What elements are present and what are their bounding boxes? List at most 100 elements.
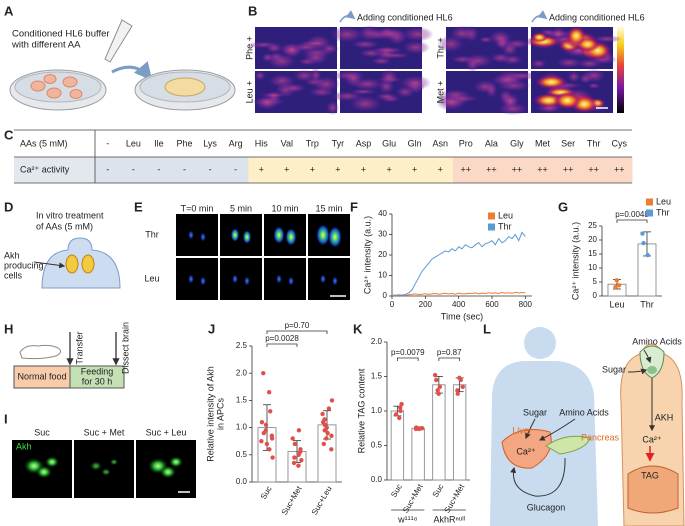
data-point [268, 409, 273, 414]
cell-signal [276, 274, 282, 284]
cell-bg [120, 157, 147, 183]
data-point [261, 371, 266, 376]
header-cell: Val [281, 138, 293, 148]
cell: Ca²⁺ activity [20, 164, 70, 174]
data-point [321, 441, 327, 447]
akh-signal [90, 461, 102, 471]
y-tick-label: 10 [378, 271, 387, 280]
y-tick-label: 1.0 [236, 423, 248, 432]
y-tick-label: 0 [593, 291, 598, 300]
row-label: Leu + [244, 81, 254, 104]
texture [343, 70, 364, 88]
cell-label: cells [4, 270, 23, 280]
hot-spot [553, 91, 582, 110]
cell: + [310, 164, 315, 174]
data-point [397, 415, 402, 421]
y-tick-label: 0.5 [371, 441, 383, 450]
cell-signal [200, 232, 206, 242]
arrow [33, 261, 66, 269]
data-point [322, 428, 327, 433]
data-point [296, 463, 301, 468]
arrow-label: Adding conditioned HL6 [549, 12, 645, 22]
texture [374, 27, 407, 41]
data-point [435, 388, 440, 393]
data-point [640, 231, 645, 236]
panel-letter: L [483, 321, 491, 336]
label-akh: AKH [655, 412, 674, 422]
cell: - [106, 164, 109, 174]
legend-label: Leu [656, 196, 671, 206]
cell: + [361, 164, 366, 174]
cell: - [209, 164, 212, 174]
data-point [455, 391, 460, 396]
data-point [329, 447, 334, 452]
data-point [613, 284, 618, 290]
texture [398, 75, 432, 91]
arrow [531, 10, 548, 23]
data-point [641, 240, 646, 246]
y-tick-label: 30 [378, 230, 387, 239]
cell: - [157, 164, 160, 174]
significance-bracket [396, 357, 419, 361]
p-value: p=0.0048 [615, 210, 649, 219]
cell: + [259, 164, 264, 174]
akh-signal [101, 468, 111, 476]
y-axis-label: in APCs [215, 397, 225, 430]
x-tick-label: 600 [485, 300, 499, 309]
cell-signal [273, 226, 285, 244]
texture [329, 25, 365, 43]
stain-label: Akh [16, 441, 32, 451]
x-tick-label: Suc [259, 485, 274, 501]
header-cell: Lys [203, 138, 217, 148]
x-tick-label: Suc [431, 483, 446, 499]
header-cell: Met [535, 138, 551, 148]
texture [254, 95, 280, 111]
cell: + [386, 164, 391, 174]
cell-signal [288, 276, 294, 286]
legend-swatch [488, 212, 495, 220]
data-point [296, 428, 302, 433]
panel-letter: G [558, 199, 568, 214]
header-cell: - [106, 138, 109, 148]
cell-bg [146, 157, 173, 183]
legend-swatch [646, 198, 653, 206]
cell: + [284, 164, 289, 174]
data-point [264, 441, 270, 447]
cell-bg [504, 157, 531, 183]
texture [401, 40, 431, 55]
texture [591, 35, 622, 43]
data-point [329, 398, 335, 403]
data-point [434, 377, 439, 383]
y-tick-label: 20 [588, 235, 597, 244]
cell-bg [350, 157, 377, 183]
y-tick-label: 2.0 [236, 368, 248, 377]
texture [302, 50, 329, 65]
time-label: 15 min [315, 203, 342, 213]
data-point [437, 384, 443, 390]
micrograph [220, 214, 262, 256]
texture [325, 100, 340, 116]
cell-signal [285, 228, 297, 246]
header-cell: Gly [510, 138, 524, 148]
cell: + [438, 164, 443, 174]
cell [43, 74, 57, 84]
texture [311, 75, 341, 93]
color-scale [617, 27, 624, 113]
cell-bg [95, 157, 122, 183]
micrograph [264, 258, 306, 300]
y-axis-label: Relative intensity of Akh [205, 366, 215, 462]
timeline-box [69, 365, 125, 389]
texture [439, 88, 471, 101]
arrow [111, 61, 153, 81]
cell-signal [200, 276, 206, 286]
condition-label: Suc + Met [84, 427, 125, 437]
data-point [432, 372, 438, 378]
panel-d-drawing [33, 237, 121, 289]
legend-label: Thr [498, 221, 512, 231]
data-point [259, 439, 264, 444]
cell-signal [244, 276, 250, 286]
data-point [266, 390, 272, 395]
header-cell: Ile [154, 138, 164, 148]
panel-letter: H [4, 321, 13, 336]
